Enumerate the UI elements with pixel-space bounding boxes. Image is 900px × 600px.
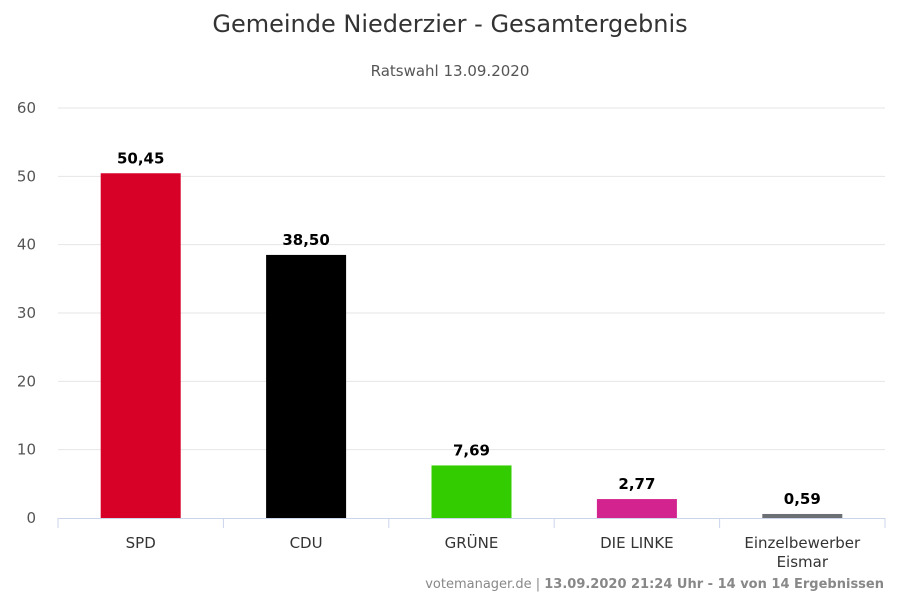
bar[interactable] (266, 254, 347, 518)
y-tick-label: 0 (26, 509, 36, 527)
y-tick-label: 50 (17, 167, 36, 185)
y-axis: 0 10 20 30 40 50 60 (17, 99, 36, 527)
bars: 50,45 38,50 7,69 2,77 0,59 (100, 149, 843, 518)
y-tick-label: 40 (17, 236, 36, 254)
credits-source[interactable]: votemanager.de (425, 577, 532, 592)
bar[interactable] (100, 173, 181, 518)
data-label: 0,59 (784, 490, 821, 508)
grid-lines (58, 107, 885, 451)
category-label: CDU (290, 534, 323, 552)
credits[interactable]: votemanager.de | 13.09.2020 21:24 Uhr - … (425, 577, 884, 592)
data-label: 2,77 (618, 475, 655, 493)
credits-separator: | (531, 577, 545, 592)
y-tick-label: 60 (17, 99, 36, 117)
data-label: 50,45 (117, 149, 164, 167)
y-tick-label: 30 (17, 304, 36, 322)
chart-subtitle: Ratswahl 13.09.2020 (370, 62, 530, 80)
data-label: 38,50 (282, 231, 329, 249)
x-axis: SPD CDU GRÜNE DIE LINKE Einzelbewerber Eismar (57, 518, 886, 571)
chart-title: Gemeinde Niederzier - Gesamtergebnis (212, 10, 688, 38)
category-label: GRÜNE (445, 533, 499, 552)
credits-timestamp: 13.09.2020 21:24 Uhr - 14 von 14 Ergebni… (544, 577, 884, 592)
y-tick-label: 10 (17, 441, 36, 459)
category-label: Einzelbewerber Eismar (744, 534, 861, 571)
category-label: DIE LINKE (600, 534, 674, 552)
bar[interactable] (431, 465, 512, 518)
bar[interactable] (762, 513, 843, 518)
y-tick-label: 20 (17, 372, 36, 390)
category-label: SPD (126, 534, 156, 552)
bar[interactable] (596, 499, 677, 518)
data-label: 7,69 (453, 441, 490, 459)
